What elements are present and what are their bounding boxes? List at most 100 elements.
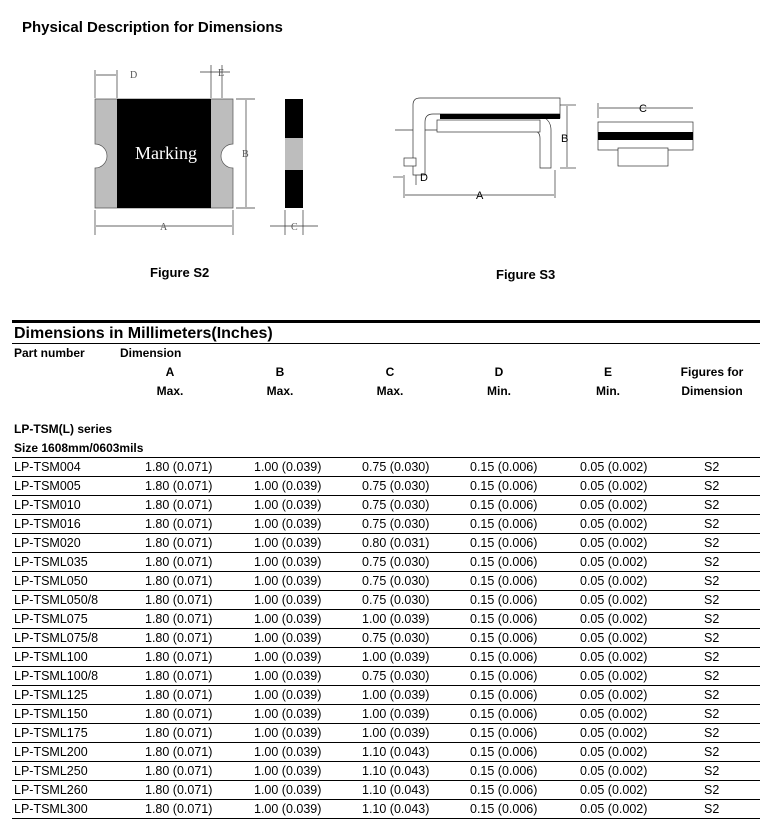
dimension-cell: 0.15 (0.006) (470, 650, 538, 664)
dimension-cell: 0.15 (0.006) (470, 479, 538, 493)
dimension-cell: 1.00 (0.039) (254, 574, 322, 588)
part-number-cell: LP-TSML075/8 (14, 631, 99, 645)
table-title: Dimensions in Millimeters(Inches) (12, 323, 760, 344)
dimension-cell: S2 (704, 631, 720, 645)
dimension-cell: 0.15 (0.006) (470, 707, 538, 721)
table-row: LP-TSML175 1.80 (0.071) 1.00 (0.039) 1.00 (… (12, 724, 760, 743)
dimension-cell: 1.80 (0.071) (145, 745, 213, 759)
dimension-cell: 0.05 (0.002) (580, 688, 648, 702)
part-number-cell: LP-TSML050/8 (14, 593, 99, 607)
part-number-cell: LP-TSML300 (14, 802, 88, 816)
table-row: LP-TSM020 1.80 (0.071) 1.00 (0.039) 0.80 (0… (12, 534, 760, 553)
dimension-cell: 0.15 (0.006) (470, 460, 538, 474)
dimension-cell: S2 (704, 536, 720, 550)
dimension-cell: S2 (704, 612, 720, 626)
dimension-cell: 1.00 (0.039) (254, 764, 322, 778)
dimension-cell: 0.75 (0.030) (362, 555, 430, 569)
table-row: LP-TSML200 1.80 (0.071) 1.00 (0.039) 1.10 (… (12, 743, 760, 762)
figures-header-line2: Dimension (681, 384, 743, 398)
dimension-cell: 1.80 (0.071) (145, 688, 213, 702)
dimension-cell: 0.05 (0.002) (580, 802, 648, 816)
dimension-cell: 0.15 (0.006) (470, 612, 538, 626)
part-number-cell: LP-TSML250 (14, 764, 88, 778)
figure-s3-caption: Figure S3 (496, 267, 556, 282)
dimension-cell: 0.05 (0.002) (580, 669, 648, 683)
dimension-cell: 1.10 (0.043) (362, 745, 430, 759)
dimension-cell: 0.05 (0.002) (580, 479, 648, 493)
dimension-cell: 1.00 (0.039) (254, 555, 322, 569)
part-number-cell: LP-TSM004 (14, 460, 81, 474)
column-letter: B (275, 365, 285, 379)
dimension-cell: 0.15 (0.006) (470, 498, 538, 512)
dimension-cell: S2 (704, 669, 720, 683)
table-row: LP-TSM010 1.80 (0.071) 1.00 (0.039) 0.75 (0… (12, 496, 760, 515)
dimension-cell: 1.80 (0.071) (145, 612, 213, 626)
dimension-cell: S2 (704, 555, 720, 569)
column-limit: Max. (376, 384, 404, 398)
part-number-header: Part number (14, 346, 85, 360)
table-row: LP-TSM016 1.80 (0.071) 1.00 (0.039) 0.75 (0… (12, 515, 760, 534)
marking-label: Marking (135, 143, 197, 163)
s3-dim-b-label: B (561, 133, 568, 145)
dimension-cell: 1.00 (0.039) (254, 726, 322, 740)
dimension-cell: 0.05 (0.002) (580, 612, 648, 626)
dimension-cell: 0.75 (0.030) (362, 479, 430, 493)
dimension-cell: 1.80 (0.071) (145, 536, 213, 550)
dimension-cell: 0.15 (0.006) (470, 783, 538, 797)
dimension-cell: 0.05 (0.002) (580, 574, 648, 588)
column-letter: E (603, 365, 612, 379)
table-row: LP-TSM004 1.80 (0.071) 1.00 (0.039) 0.75 (0… (12, 458, 760, 477)
table-row: LP-TSML125 1.80 (0.071) 1.00 (0.039) 1.00 (… (12, 686, 760, 705)
table-row: LP-TSML100 1.80 (0.071) 1.00 (0.039) 1.00 (… (12, 648, 760, 667)
dimension-cell: 1.00 (0.039) (254, 536, 322, 550)
column-limit: Min. (596, 384, 620, 398)
dimension-cell: 1.80 (0.071) (145, 764, 213, 778)
dimension-cell: S2 (704, 574, 720, 588)
dimension-cell: S2 (704, 707, 720, 721)
dim-c-label: C (291, 222, 298, 233)
dimension-cell: 0.15 (0.006) (470, 631, 538, 645)
dimension-cell: 1.00 (0.039) (362, 688, 430, 702)
dimension-cell: S2 (704, 783, 720, 797)
figure-s2-caption: Figure S2 (150, 265, 210, 280)
part-number-cell: LP-TSM005 (14, 479, 81, 493)
dimension-cell: S2 (704, 688, 720, 702)
part-number-cell: LP-TSM020 (14, 536, 81, 550)
dimension-cell: 0.15 (0.006) (470, 726, 538, 740)
table-row: LP-TSML150 1.80 (0.071) 1.00 (0.039) 1.00 (… (12, 705, 760, 724)
dimension-cell: 1.00 (0.039) (254, 707, 322, 721)
table-row: LP-TSML050/8 1.80 (0.071) 1.00 (0.039) 0.75… (12, 591, 760, 610)
dimension-cell: S2 (704, 498, 720, 512)
dimension-cell: 0.15 (0.006) (470, 593, 538, 607)
dimension-cell: 0.75 (0.030) (362, 460, 430, 474)
table-row: LP-TSM005 1.80 (0.071) 1.00 (0.039) 0.75 (0… (12, 477, 760, 496)
part-number-cell: LP-TSML050 (14, 574, 88, 588)
dimension-cell: 1.80 (0.071) (145, 802, 213, 816)
dimension-cell: 1.80 (0.071) (145, 555, 213, 569)
dimension-cell: 1.00 (0.039) (254, 650, 322, 664)
figures-header-line1: Figures for (680, 365, 744, 379)
dimension-cell: S2 (704, 517, 720, 531)
dimension-cell: 1.80 (0.071) (145, 517, 213, 531)
part-number-cell: LP-TSML100 (14, 650, 88, 664)
dimension-cell: 1.80 (0.071) (145, 574, 213, 588)
table-row: LP-TSML300 1.80 (0.071) 1.00 (0.039) 1.10 (… (12, 800, 760, 819)
dimension-cell: 0.15 (0.006) (470, 517, 538, 531)
column-letter: D (494, 365, 504, 379)
dimension-cell: S2 (704, 593, 720, 607)
dimension-cell: 1.10 (0.043) (362, 764, 430, 778)
dimension-cell: 0.05 (0.002) (580, 745, 648, 759)
dim-b-label: B (242, 149, 249, 160)
section-heading: Physical Description for Dimensions (22, 19, 283, 36)
dimension-cell: 0.75 (0.030) (362, 517, 430, 531)
dimension-cell: 0.05 (0.002) (580, 593, 648, 607)
dimension-cell: 0.15 (0.006) (470, 555, 538, 569)
dimension-cell: 0.80 (0.031) (362, 536, 430, 550)
dim-a-label: A (160, 222, 168, 233)
dimension-cell: 0.75 (0.030) (362, 593, 430, 607)
table-row: LP-TSML250 1.80 (0.071) 1.00 (0.039) 1.10 (… (12, 762, 760, 781)
part-number-cell: LP-TSML150 (14, 707, 88, 721)
dimension-cell: 0.75 (0.030) (362, 669, 430, 683)
dimension-cell: 0.05 (0.002) (580, 783, 648, 797)
